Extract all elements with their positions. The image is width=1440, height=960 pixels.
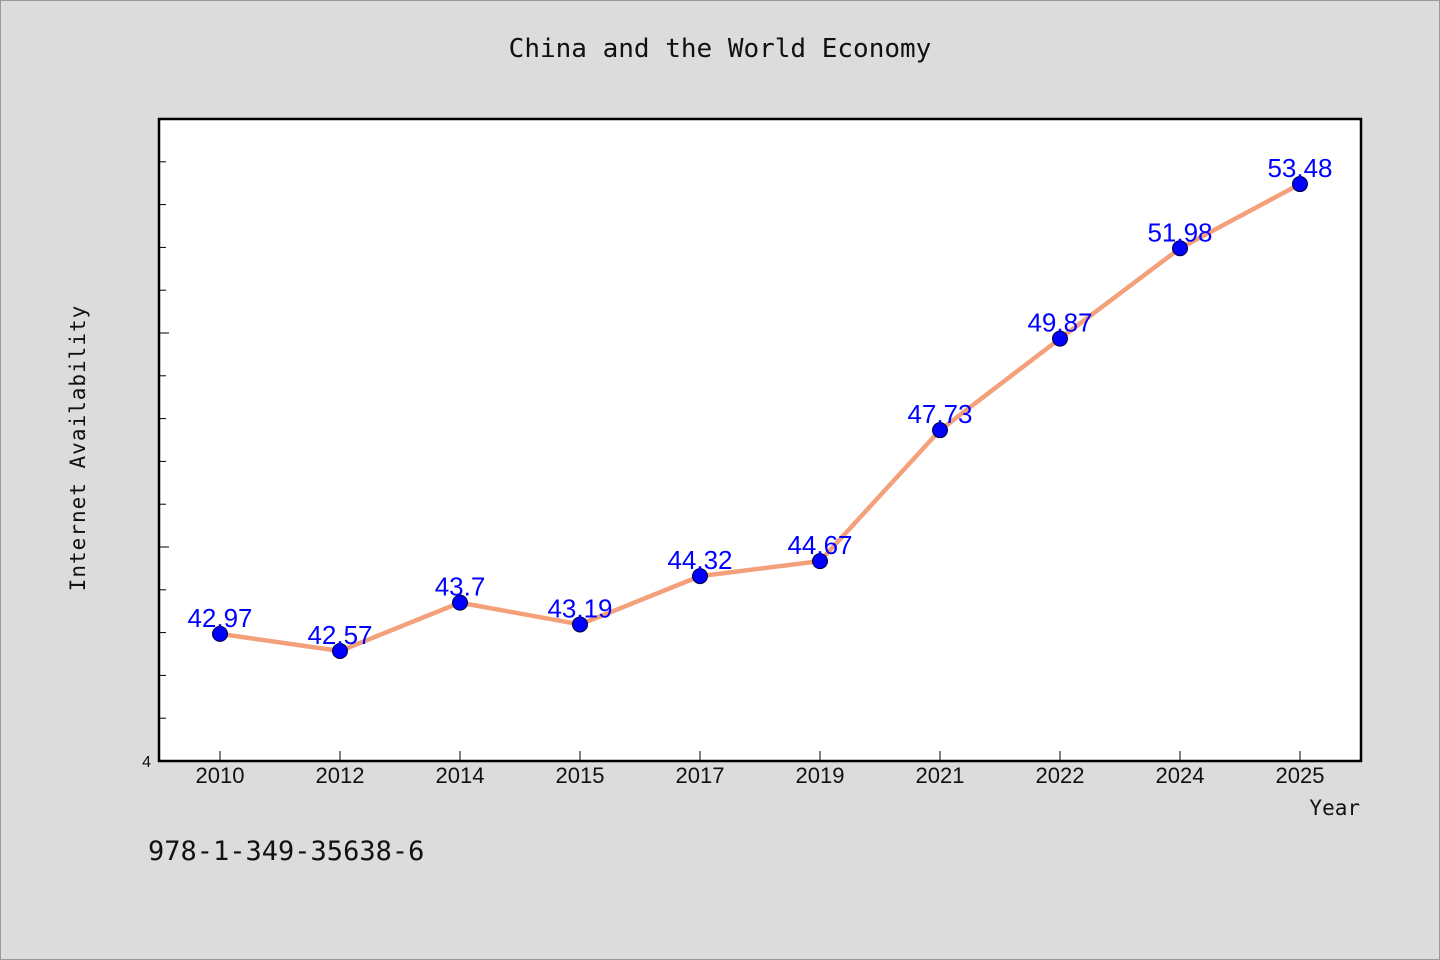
plot-area (157, 117, 1363, 763)
data-label: 43.19 (547, 593, 612, 623)
data-point (1292, 176, 1308, 193)
data-label: 42.97 (187, 603, 252, 633)
data-point (332, 643, 348, 660)
data-label: 42.57 (307, 620, 372, 650)
data-point (212, 625, 228, 642)
chart-title: China and the World Economy (508, 34, 932, 64)
x-tick-label: 2019 (796, 763, 845, 788)
x-tick-label: 2010 (196, 763, 245, 788)
x-tick-label: 2015 (556, 763, 605, 788)
isbn-footnote: 978-1-349-35638-6 (148, 836, 425, 867)
data-label: 44.67 (787, 530, 852, 560)
x-tick-label: 2021 (916, 763, 965, 788)
series-line (219, 182, 1302, 654)
x-axis-label: Year (1309, 796, 1360, 820)
x-tick-label: 2014 (436, 763, 485, 788)
x-tick-label: 2022 (1036, 763, 1085, 788)
data-label: 53.48 (1267, 153, 1332, 183)
data-label: 47.73 (907, 399, 972, 429)
x-tick-label: 2017 (676, 763, 725, 788)
y-tick-label: 4 (142, 754, 151, 771)
x-tick-label: 2012 (316, 763, 365, 788)
data-point (812, 553, 828, 570)
data-point (1052, 330, 1068, 347)
data-point (932, 422, 948, 439)
data-point (1172, 240, 1188, 257)
data-point (452, 594, 468, 611)
x-tick-label: 2025 (1276, 763, 1325, 788)
data-label: 43.7 (435, 572, 486, 602)
data-label: 51.98 (1147, 217, 1212, 247)
data-point (572, 616, 588, 633)
data-point (692, 568, 708, 585)
data-label: 49.87 (1027, 308, 1092, 338)
x-tick-label: 2024 (1156, 763, 1205, 788)
data-label: 44.32 (667, 545, 732, 575)
